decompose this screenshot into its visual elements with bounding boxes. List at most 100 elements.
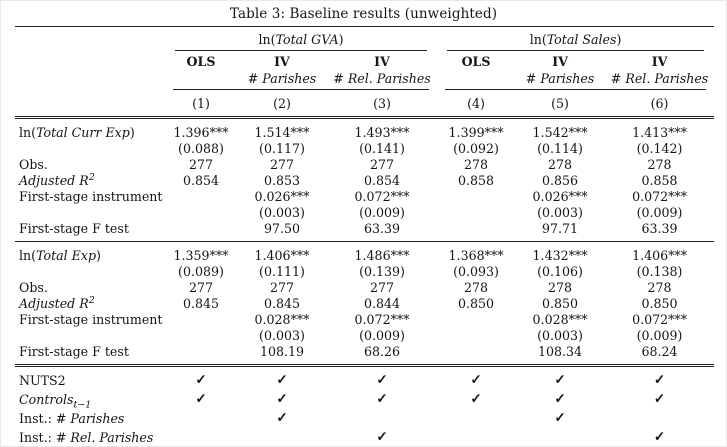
cell-value: 0.845 xyxy=(263,296,301,312)
value-cell: 0.853 xyxy=(237,173,327,189)
row-label-cell: Obs. xyxy=(15,280,165,296)
row-label-cell: ln(Total Curr Exp) xyxy=(15,122,165,141)
cell-value: 0.856 xyxy=(542,173,579,189)
cell-value: (0.009) xyxy=(636,205,683,221)
cell-value: 1.486*** xyxy=(354,248,410,264)
table-header: ln(Total GVA) ln(Total Sales) OLS IV IV OLS IV… xyxy=(15,26,715,118)
method-label: IV xyxy=(274,54,290,70)
label-math: # Parishes xyxy=(55,411,125,427)
cell-value: 278 xyxy=(548,280,573,296)
value-cell: 1.542*** xyxy=(515,122,605,141)
data-row: ln(Total Curr Exp) 1.396*** 1.514*** 1.493*… xyxy=(15,122,714,141)
data-row: Obs. 277 277 277 278 278 278 xyxy=(15,157,714,173)
spec-row: NUTS2 ✓ ✓ ✓ ✓ ✓ ✓ xyxy=(15,370,714,389)
group-math: Total GVA xyxy=(275,32,339,48)
value-cell xyxy=(165,189,237,205)
checkmark-icon: ✓ xyxy=(276,372,288,389)
checkmark-icon: ✓ xyxy=(470,391,482,408)
label-text: Inst.: xyxy=(19,411,56,427)
cell-value: 0.854 xyxy=(182,173,220,189)
instrument-label: # Rel. Parishes xyxy=(333,71,431,87)
cell-value: (0.009) xyxy=(359,328,405,344)
value-cell: (0.003) xyxy=(515,328,605,344)
data-row: Adjusted R2 0.854 0.853 0.854 0.858 0.856 0.85… xyxy=(15,173,714,189)
value-cell: (0.139) xyxy=(327,264,437,280)
cmid-rule xyxy=(445,89,707,91)
check-cell xyxy=(165,408,237,427)
value-cell xyxy=(437,189,515,205)
checkmark-icon: ✓ xyxy=(554,372,566,389)
cell-value: (0.009) xyxy=(359,205,405,221)
value-cell: 1.413*** xyxy=(605,122,714,141)
label-text: Inst.: xyxy=(19,430,56,446)
cell-value: 278 xyxy=(464,157,489,173)
cmid-rule-row xyxy=(15,87,714,91)
cell-value: 1.368*** xyxy=(448,248,504,264)
cell-value: 0.853 xyxy=(263,173,301,189)
checkmark-icon: ✓ xyxy=(554,391,566,408)
cell-value: 0.845 xyxy=(182,296,220,312)
value-cell: 68.26 xyxy=(327,344,437,366)
label-math: # Rel. Parishes xyxy=(55,430,154,446)
label-math: Adjusted R xyxy=(19,173,89,189)
value-cell: 277 xyxy=(165,157,237,173)
method-header-cell: OLS xyxy=(165,51,237,70)
cell-value: 277 xyxy=(269,280,295,296)
label-text: Obs. xyxy=(19,157,48,173)
value-cell: (0.093) xyxy=(437,264,515,280)
cell-value: 0.854 xyxy=(363,173,401,189)
column-number: (6) xyxy=(650,96,669,112)
value-cell: 0.854 xyxy=(327,173,437,189)
row-label: Adjusted R2 xyxy=(19,173,95,188)
label-suffix: ) xyxy=(129,125,135,141)
cell-value: (0.141) xyxy=(359,141,405,157)
instrument-header-cell: # Parishes xyxy=(515,70,605,87)
spec-row: Controlst−1 ✓ ✓ ✓ ✓ ✓ ✓ xyxy=(15,389,714,408)
value-cell: 278 xyxy=(515,280,605,296)
cell-value: 68.26 xyxy=(363,344,401,360)
cell-value: (0.003) xyxy=(259,205,305,221)
cell-value: 97.50 xyxy=(263,221,301,237)
value-cell: 0.072*** xyxy=(605,189,714,205)
group-header-cell: ln(Total GVA) xyxy=(165,26,438,51)
row-label-cell: NUTS2 xyxy=(15,370,165,389)
value-cell: 277 xyxy=(327,157,437,173)
value-cell: (0.009) xyxy=(327,205,437,221)
cell-value: 277 xyxy=(269,157,295,173)
cell-value: 1.396*** xyxy=(173,125,229,141)
cell-value: (0.003) xyxy=(537,205,583,221)
data-row: (0.089) (0.111) (0.139) (0.093) (0.106) (0.13… xyxy=(15,264,714,280)
check-cell: ✓ xyxy=(237,408,327,427)
check-cell: ✓ xyxy=(327,427,437,446)
value-cell: 1.432*** xyxy=(515,245,605,264)
method-header-row: OLS IV IV OLS IV IV xyxy=(15,51,714,70)
value-cell: 0.845 xyxy=(165,296,237,312)
cell-value: (0.089) xyxy=(178,264,224,280)
column-number: (3) xyxy=(373,96,391,112)
group-header-cell: ln(Total Sales) xyxy=(437,26,715,51)
row-label-cell: Obs. xyxy=(15,157,165,173)
method-header-cell: IV xyxy=(605,51,714,70)
value-cell: 1.514*** xyxy=(237,122,327,141)
value-cell: 0.072*** xyxy=(327,189,437,205)
checkmark-icon: ✓ xyxy=(276,410,288,427)
label-prefix: ln( xyxy=(19,248,37,264)
row-label-cell xyxy=(15,328,165,344)
column-number-cell: (1) xyxy=(165,91,237,118)
rule-cell xyxy=(15,364,715,370)
value-cell xyxy=(437,344,515,366)
value-cell: 97.71 xyxy=(515,221,605,242)
table-body: ln(Total Curr Exp) 1.396*** 1.514*** 1.493*… xyxy=(15,116,715,447)
cell-value: 0.850 xyxy=(641,296,678,312)
cell-value: (0.139) xyxy=(359,264,405,280)
value-cell: 277 xyxy=(165,280,237,296)
cell-value: 108.34 xyxy=(537,344,583,360)
row-label: Obs. xyxy=(19,157,48,172)
cell-value: 0.072*** xyxy=(632,189,688,205)
row-label: Obs. xyxy=(19,280,48,295)
spec-row: Inst.: # Parishes ✓ ✓ xyxy=(15,408,714,427)
value-cell: (0.092) xyxy=(437,141,515,157)
cell-value: 97.71 xyxy=(542,221,579,237)
value-cell: 278 xyxy=(605,157,714,173)
checkmark-icon: ✓ xyxy=(195,391,207,408)
